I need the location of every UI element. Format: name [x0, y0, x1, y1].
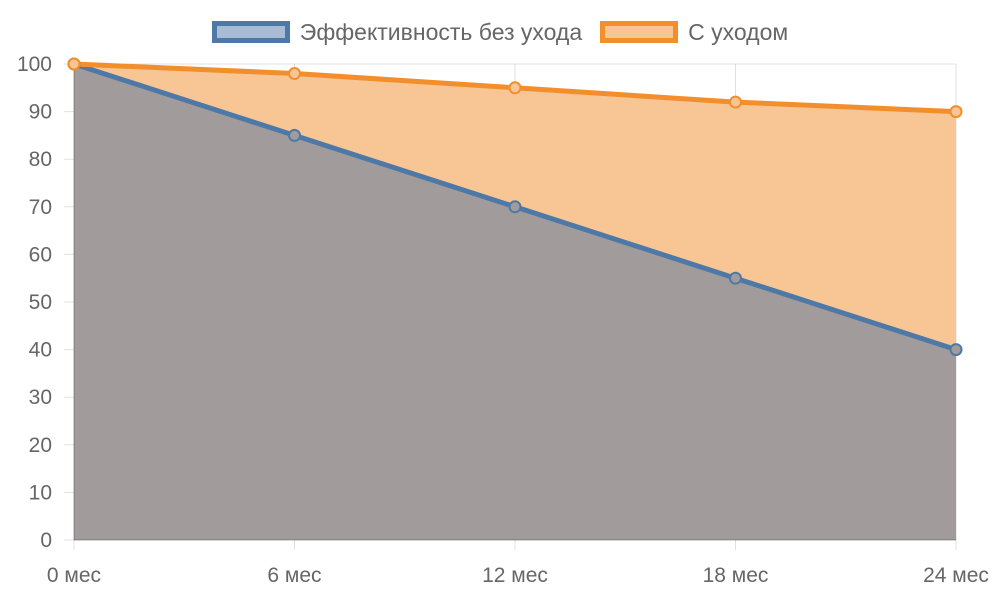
data-point-series-1-4 [949, 105, 963, 119]
y-tick-label: 80 [29, 148, 52, 171]
legend-swatch-no-care [211, 21, 290, 43]
legend-swatch-with-care [600, 21, 679, 43]
data-point-series-1-3 [729, 95, 742, 109]
y-tick-label: 100 [17, 53, 52, 76]
data-point-series-0-3 [729, 271, 742, 285]
y-tick-label: 90 [29, 101, 52, 124]
data-point-series-1-1 [288, 67, 301, 81]
legend: Эффективность без ухода С уходом [0, 14, 1000, 50]
x-tick-label: 6 мес [267, 564, 321, 587]
y-tick-label: 20 [29, 434, 52, 457]
x-tick-label: 18 мес [703, 564, 769, 587]
y-tick-label: 50 [29, 291, 52, 314]
y-tick-label: 70 [29, 196, 52, 219]
data-point-series-1-0 [67, 57, 81, 71]
x-tick-label: 12 мес [482, 564, 548, 587]
x-tick-label: 24 мес [923, 564, 989, 587]
y-tick-label: 10 [29, 481, 52, 504]
area-fills [74, 64, 956, 540]
legend-item-with-care[interactable]: С уходом [600, 19, 788, 46]
y-tick-label: 60 [29, 243, 52, 266]
legend-label-with-care: С уходом [688, 18, 789, 45]
data-point-series-0-2 [508, 200, 522, 214]
legend-item-no-care[interactable]: Эффективность без ухода [211, 18, 583, 46]
x-tick-label: 0 мес [47, 564, 101, 587]
y-tick-label: 40 [29, 339, 52, 362]
y-tick-labels: 0 10 20 30 40 50 60 70 80 90 100 [17, 53, 52, 552]
series-points [67, 57, 963, 357]
data-point-series-1-2 [508, 81, 522, 95]
area-fill-series-0 [74, 64, 956, 540]
data-point-series-0-4 [949, 343, 963, 357]
y-tick-label: 30 [29, 386, 52, 409]
x-tick-labels: 0 мес 6 мес 12 мес 18 мес 24 мес [47, 564, 989, 587]
data-point-series-0-1 [288, 128, 301, 142]
y-tick-label: 0 [40, 529, 52, 552]
axes [73, 64, 956, 541]
legend-label-no-care: Эффективность без ухода [299, 18, 583, 45]
